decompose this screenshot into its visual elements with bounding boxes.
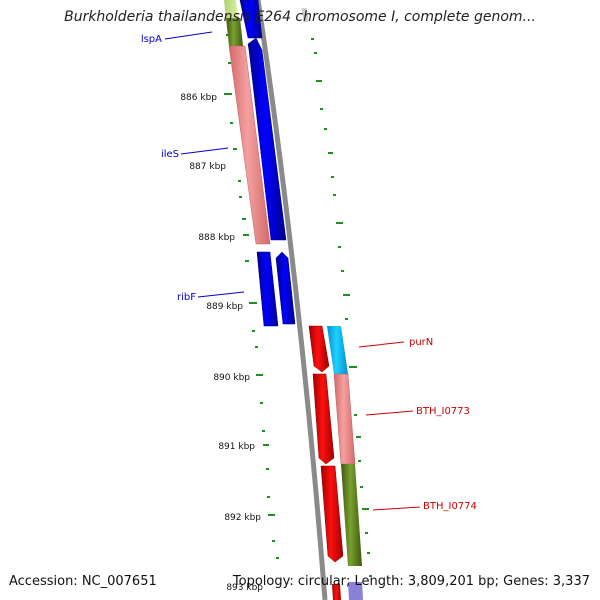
tick-label-888: 888 kbp: [198, 233, 235, 243]
leader-bth0774: [372, 506, 421, 511]
leader-purN: [358, 341, 405, 348]
tick-label-889: 889 kbp: [206, 302, 243, 312]
backbone-arc-faint: [301, 7, 309, 23]
tick-label-893: 893 kbp: [226, 583, 263, 593]
cds-forward-ileS: [247, 37, 287, 241]
cds-forward-top: [239, 0, 263, 39]
tick-label-887: 887 kbp: [189, 162, 226, 172]
cog-purN-cyan: [327, 326, 348, 374]
gene-label-ribF[interactable]: ribF: [177, 292, 196, 303]
cds-reverse-bottom: [332, 584, 341, 600]
leader-ileS: [180, 147, 229, 155]
cog-lspA-light: [224, 0, 238, 18]
map-title: Burkholderia thailandensis E264 chromoso…: [64, 9, 536, 25]
cog-bth0773-pink: [333, 373, 356, 465]
backbone-arc: [255, 0, 328, 600]
cds-forward-ribF-a: [256, 251, 279, 327]
cog-bottom-purple: [348, 582, 363, 600]
accession-label: Accession: NC_007651: [9, 574, 157, 589]
gene-label-bth0773[interactable]: BTH_I0773: [416, 406, 470, 417]
tick-label-890: 890 kbp: [213, 373, 250, 383]
leader-bth0773: [365, 410, 414, 416]
tick-label-891: 891 kbp: [218, 442, 255, 452]
genome-summary: Topology: circular; Length: 3,809,201 bp…: [232, 574, 590, 589]
tick-label-886: 886 kbp: [180, 93, 217, 103]
cog-lspA-olive: [226, 18, 243, 46]
cog-bth0774-olive: [341, 464, 362, 566]
leader-lspA: [164, 31, 213, 40]
gene-label-ileS[interactable]: ileS: [161, 149, 179, 160]
gene-label-lspA[interactable]: lspA: [141, 34, 162, 45]
cds-forward-ribF-b: [275, 251, 296, 325]
tick-label-892: 892 kbp: [224, 513, 261, 523]
cds-reverse-purN: [308, 325, 330, 373]
cds-reverse-bth0774: [320, 465, 344, 563]
leader-ribF: [197, 291, 245, 298]
gc-dots-right: [311, 38, 372, 577]
gene-label-bth0774[interactable]: BTH_I0774: [423, 501, 477, 512]
gene-label-purN[interactable]: purN: [409, 337, 433, 348]
cog-ileS-pink: [228, 45, 271, 245]
cds-reverse-bth0773: [312, 373, 335, 465]
